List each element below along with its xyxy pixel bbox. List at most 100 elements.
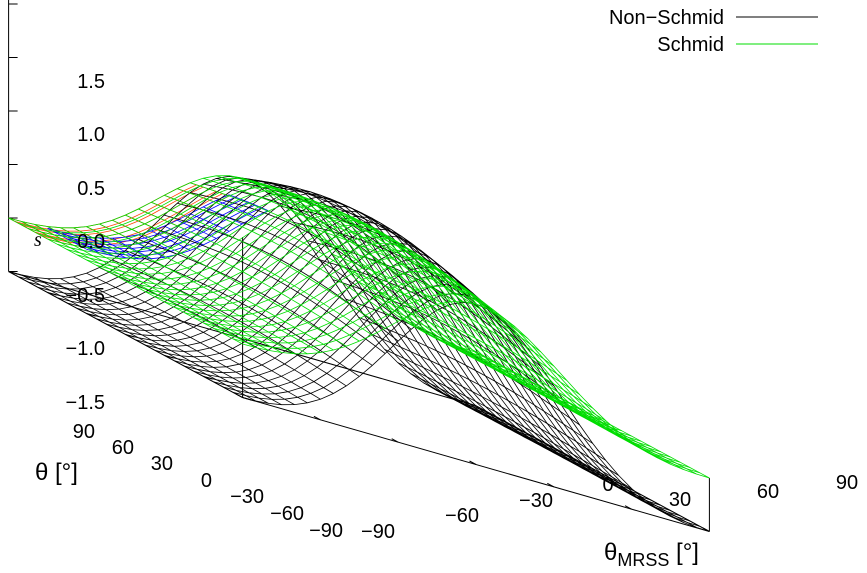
surface-schmid-line — [21, 221, 256, 348]
x-ticks: −90 −60 −30 0 30 60 90 — [361, 472, 858, 543]
surface-schmid-line — [99, 223, 334, 351]
surface-non-schmid-line — [76, 189, 544, 443]
x-tick-label: −30 — [519, 490, 553, 512]
surface-schmid-line — [241, 177, 477, 305]
surface-schmid-line — [228, 175, 464, 302]
surface-schmid-line — [462, 347, 697, 475]
surface-non-schmid-line — [216, 178, 451, 305]
x-axis-label: θMRSS [°] — [604, 539, 699, 570]
surface-non-schmid-line — [462, 401, 697, 528]
surface-non-schmid-line — [8, 271, 243, 398]
surface-meshes — [8, 175, 710, 532]
surface-non-schmid-line — [135, 215, 603, 475]
surface-non-schmid-line — [345, 298, 580, 426]
z-tick-label: −1.0 — [66, 338, 105, 360]
surface-schmid-line — [189, 182, 425, 310]
surface-non-schmid-line — [384, 349, 619, 476]
surface-non-schmid-line — [60, 278, 295, 405]
underside-b-line — [86, 236, 126, 259]
surface-non-schmid-line — [397, 362, 632, 489]
surface-non-schmid-line — [47, 278, 282, 406]
surface-schmid-line — [86, 226, 321, 353]
surface-non-schmid-line — [410, 373, 645, 500]
surface-non-schmid-line — [449, 396, 684, 523]
x-tick-mark — [469, 460, 477, 465]
y-tick-label: 30 — [151, 453, 173, 475]
surface-schmid-line — [319, 239, 555, 367]
underside-b-line — [112, 237, 152, 260]
surface-non-schmid-line — [371, 333, 606, 461]
x-tick-label: −90 — [361, 521, 395, 543]
surface-schmid-line — [332, 254, 568, 381]
surface-schmid-line — [73, 227, 308, 355]
z-tick-label: 0.0 — [77, 231, 105, 253]
z-tick-label: 1.0 — [77, 124, 105, 146]
underside-b-line — [216, 200, 256, 218]
z-axis-label: s — [34, 229, 42, 251]
surface-schmid — [8, 175, 710, 479]
surface-schmid-line — [105, 209, 574, 405]
surface-non-schmid-line — [112, 259, 347, 387]
surface-schmid-line — [436, 337, 671, 465]
surface-schmid-line — [384, 305, 619, 433]
underside-b-line — [125, 236, 165, 258]
y-tick-label: 60 — [112, 437, 134, 459]
surface-schmid-line — [138, 208, 373, 336]
surface-schmid-line — [177, 188, 412, 315]
underside-b-line — [177, 219, 217, 239]
surface-non-schmid-line — [21, 274, 256, 402]
surface-schmid-line — [215, 175, 451, 303]
y-tick-label: −60 — [270, 503, 304, 525]
z-tick-label: −0.5 — [66, 285, 105, 307]
surface-non-schmid-line — [86, 272, 321, 400]
surface-non-schmid-line — [358, 317, 593, 444]
x-tick-mark — [313, 415, 321, 421]
surface-non-schmid-line — [57, 184, 525, 433]
surface-non-schmid-line — [436, 390, 671, 517]
surface-non-schmid-line — [267, 192, 503, 320]
surface-schmid-line — [280, 200, 516, 328]
surface-schmid-line — [164, 194, 399, 322]
underside-b-line — [99, 237, 139, 260]
surface-non-schmid-line — [151, 227, 386, 354]
surface-schmid-line — [293, 212, 529, 339]
underside-b-line — [190, 213, 230, 232]
surface-non-schmid-line — [34, 277, 269, 404]
surface-schmid-line — [358, 281, 593, 409]
surface-schmid-line — [60, 227, 295, 355]
y-tick-label: 0 — [201, 470, 212, 492]
z-tick-label: 1.5 — [77, 71, 105, 93]
y-tick-label: 90 — [73, 421, 95, 443]
x-tick-mark — [547, 482, 555, 488]
x-tick-mark — [391, 438, 399, 443]
x-tick-label: 30 — [669, 489, 691, 511]
surface-schmid-line — [306, 225, 542, 353]
surface-schmid-line — [202, 177, 438, 305]
surface-schmid-line — [8, 217, 243, 345]
z-ticks: 1.5 1.0 0.5 0.0 −0.5 −1.0 −1.5 — [66, 71, 105, 414]
surface-schmid-line — [267, 190, 503, 318]
surface-schmid-line — [345, 268, 580, 395]
surface-non-schmid-line — [73, 276, 308, 404]
surface-schmid-line — [112, 219, 347, 347]
surface-schmid-line — [34, 224, 269, 351]
x-tick-label: 0 — [602, 474, 613, 496]
underside-b-line — [47, 227, 87, 250]
surface-schmid-line — [475, 351, 710, 479]
y-tick-label: −90 — [309, 520, 343, 542]
x-tick-mark — [624, 505, 632, 510]
legend-label-schmid: Schmid — [657, 34, 724, 56]
surface-non-schmid-line — [177, 202, 412, 330]
x-tick-label: 90 — [836, 472, 858, 494]
surface-schmid-line — [151, 201, 386, 329]
surface-schmid-line — [371, 294, 606, 421]
surface-schmid-line — [47, 226, 282, 353]
legend: Non−Schmid Schmid — [609, 7, 818, 56]
y-tick-label: −30 — [230, 486, 264, 508]
surface-non-schmid-line — [306, 240, 542, 367]
x-tick-label: −60 — [445, 505, 479, 527]
z-tick-label: −1.5 — [66, 392, 105, 414]
surface-non-schmid-line — [254, 183, 490, 310]
x-tick-label: 60 — [757, 481, 779, 503]
